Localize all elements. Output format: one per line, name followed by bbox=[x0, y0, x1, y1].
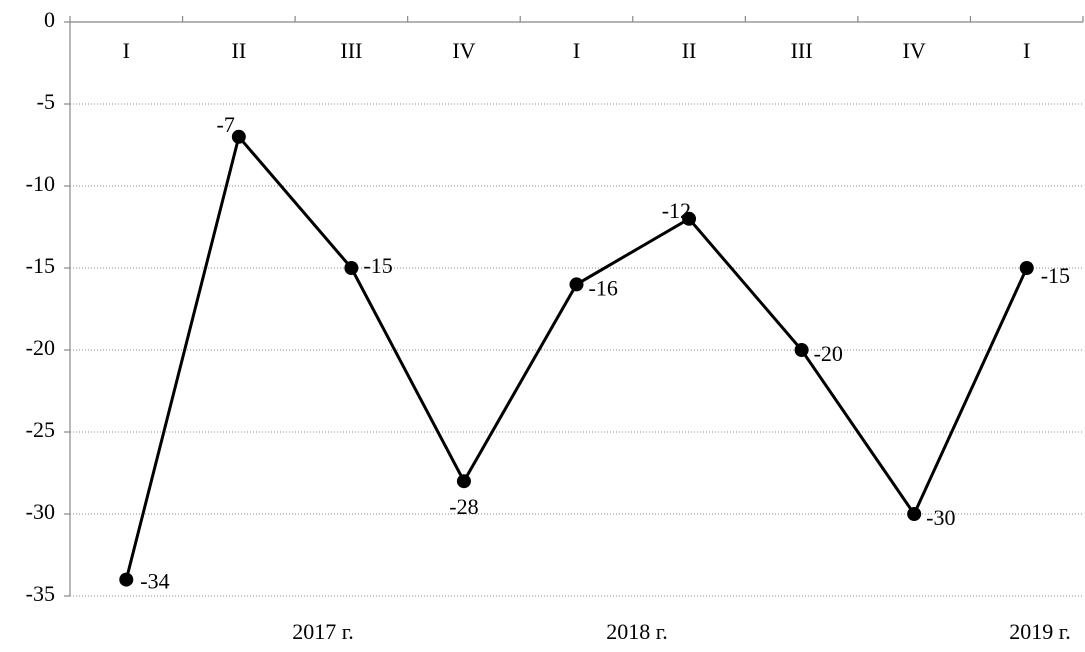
data-label: -20 bbox=[814, 341, 843, 366]
y-tick-label: -25 bbox=[26, 417, 55, 442]
y-tick-label: -5 bbox=[37, 89, 55, 114]
x-tick-label: III bbox=[791, 38, 813, 63]
y-tick-label: 0 bbox=[44, 7, 55, 32]
data-label: -12 bbox=[662, 198, 691, 223]
data-point bbox=[682, 211, 697, 226]
data-point bbox=[1019, 261, 1034, 275]
data-line bbox=[124, 133, 1029, 580]
x-tick-label: II bbox=[682, 38, 697, 63]
y-tick-label: -20 bbox=[26, 335, 55, 360]
data-label: -15 bbox=[1041, 263, 1070, 288]
year-label: 2019 г. bbox=[1009, 619, 1071, 644]
data-point bbox=[344, 261, 359, 275]
data-point bbox=[119, 572, 134, 587]
data-label: -15 bbox=[363, 253, 392, 278]
x-tick-label: II bbox=[232, 38, 247, 63]
y-tick-label: -15 bbox=[26, 253, 55, 278]
x-tick-label: III bbox=[340, 38, 362, 63]
x-tick-label: IV bbox=[452, 38, 475, 63]
data-point bbox=[569, 277, 584, 292]
data-label: -7 bbox=[217, 112, 235, 137]
data-point bbox=[794, 343, 809, 357]
x-tick-label: IV bbox=[903, 38, 926, 63]
y-tick-label: -30 bbox=[26, 499, 55, 524]
data-point bbox=[231, 129, 246, 144]
data-point bbox=[907, 507, 922, 521]
data-point bbox=[456, 474, 471, 489]
y-tick-label: -35 bbox=[26, 581, 55, 606]
data-label: -28 bbox=[449, 494, 478, 519]
x-tick-label: I bbox=[573, 38, 580, 63]
x-tick-label: I bbox=[123, 38, 130, 63]
data-label: -16 bbox=[589, 275, 618, 300]
data-label: -34 bbox=[140, 569, 169, 594]
x-tick-label: I bbox=[1023, 38, 1030, 63]
year-label: 2017 г. bbox=[292, 619, 354, 644]
year-label: 2018 г. bbox=[606, 619, 668, 644]
y-tick-label: -10 bbox=[26, 171, 55, 196]
data-label: -30 bbox=[926, 505, 955, 530]
